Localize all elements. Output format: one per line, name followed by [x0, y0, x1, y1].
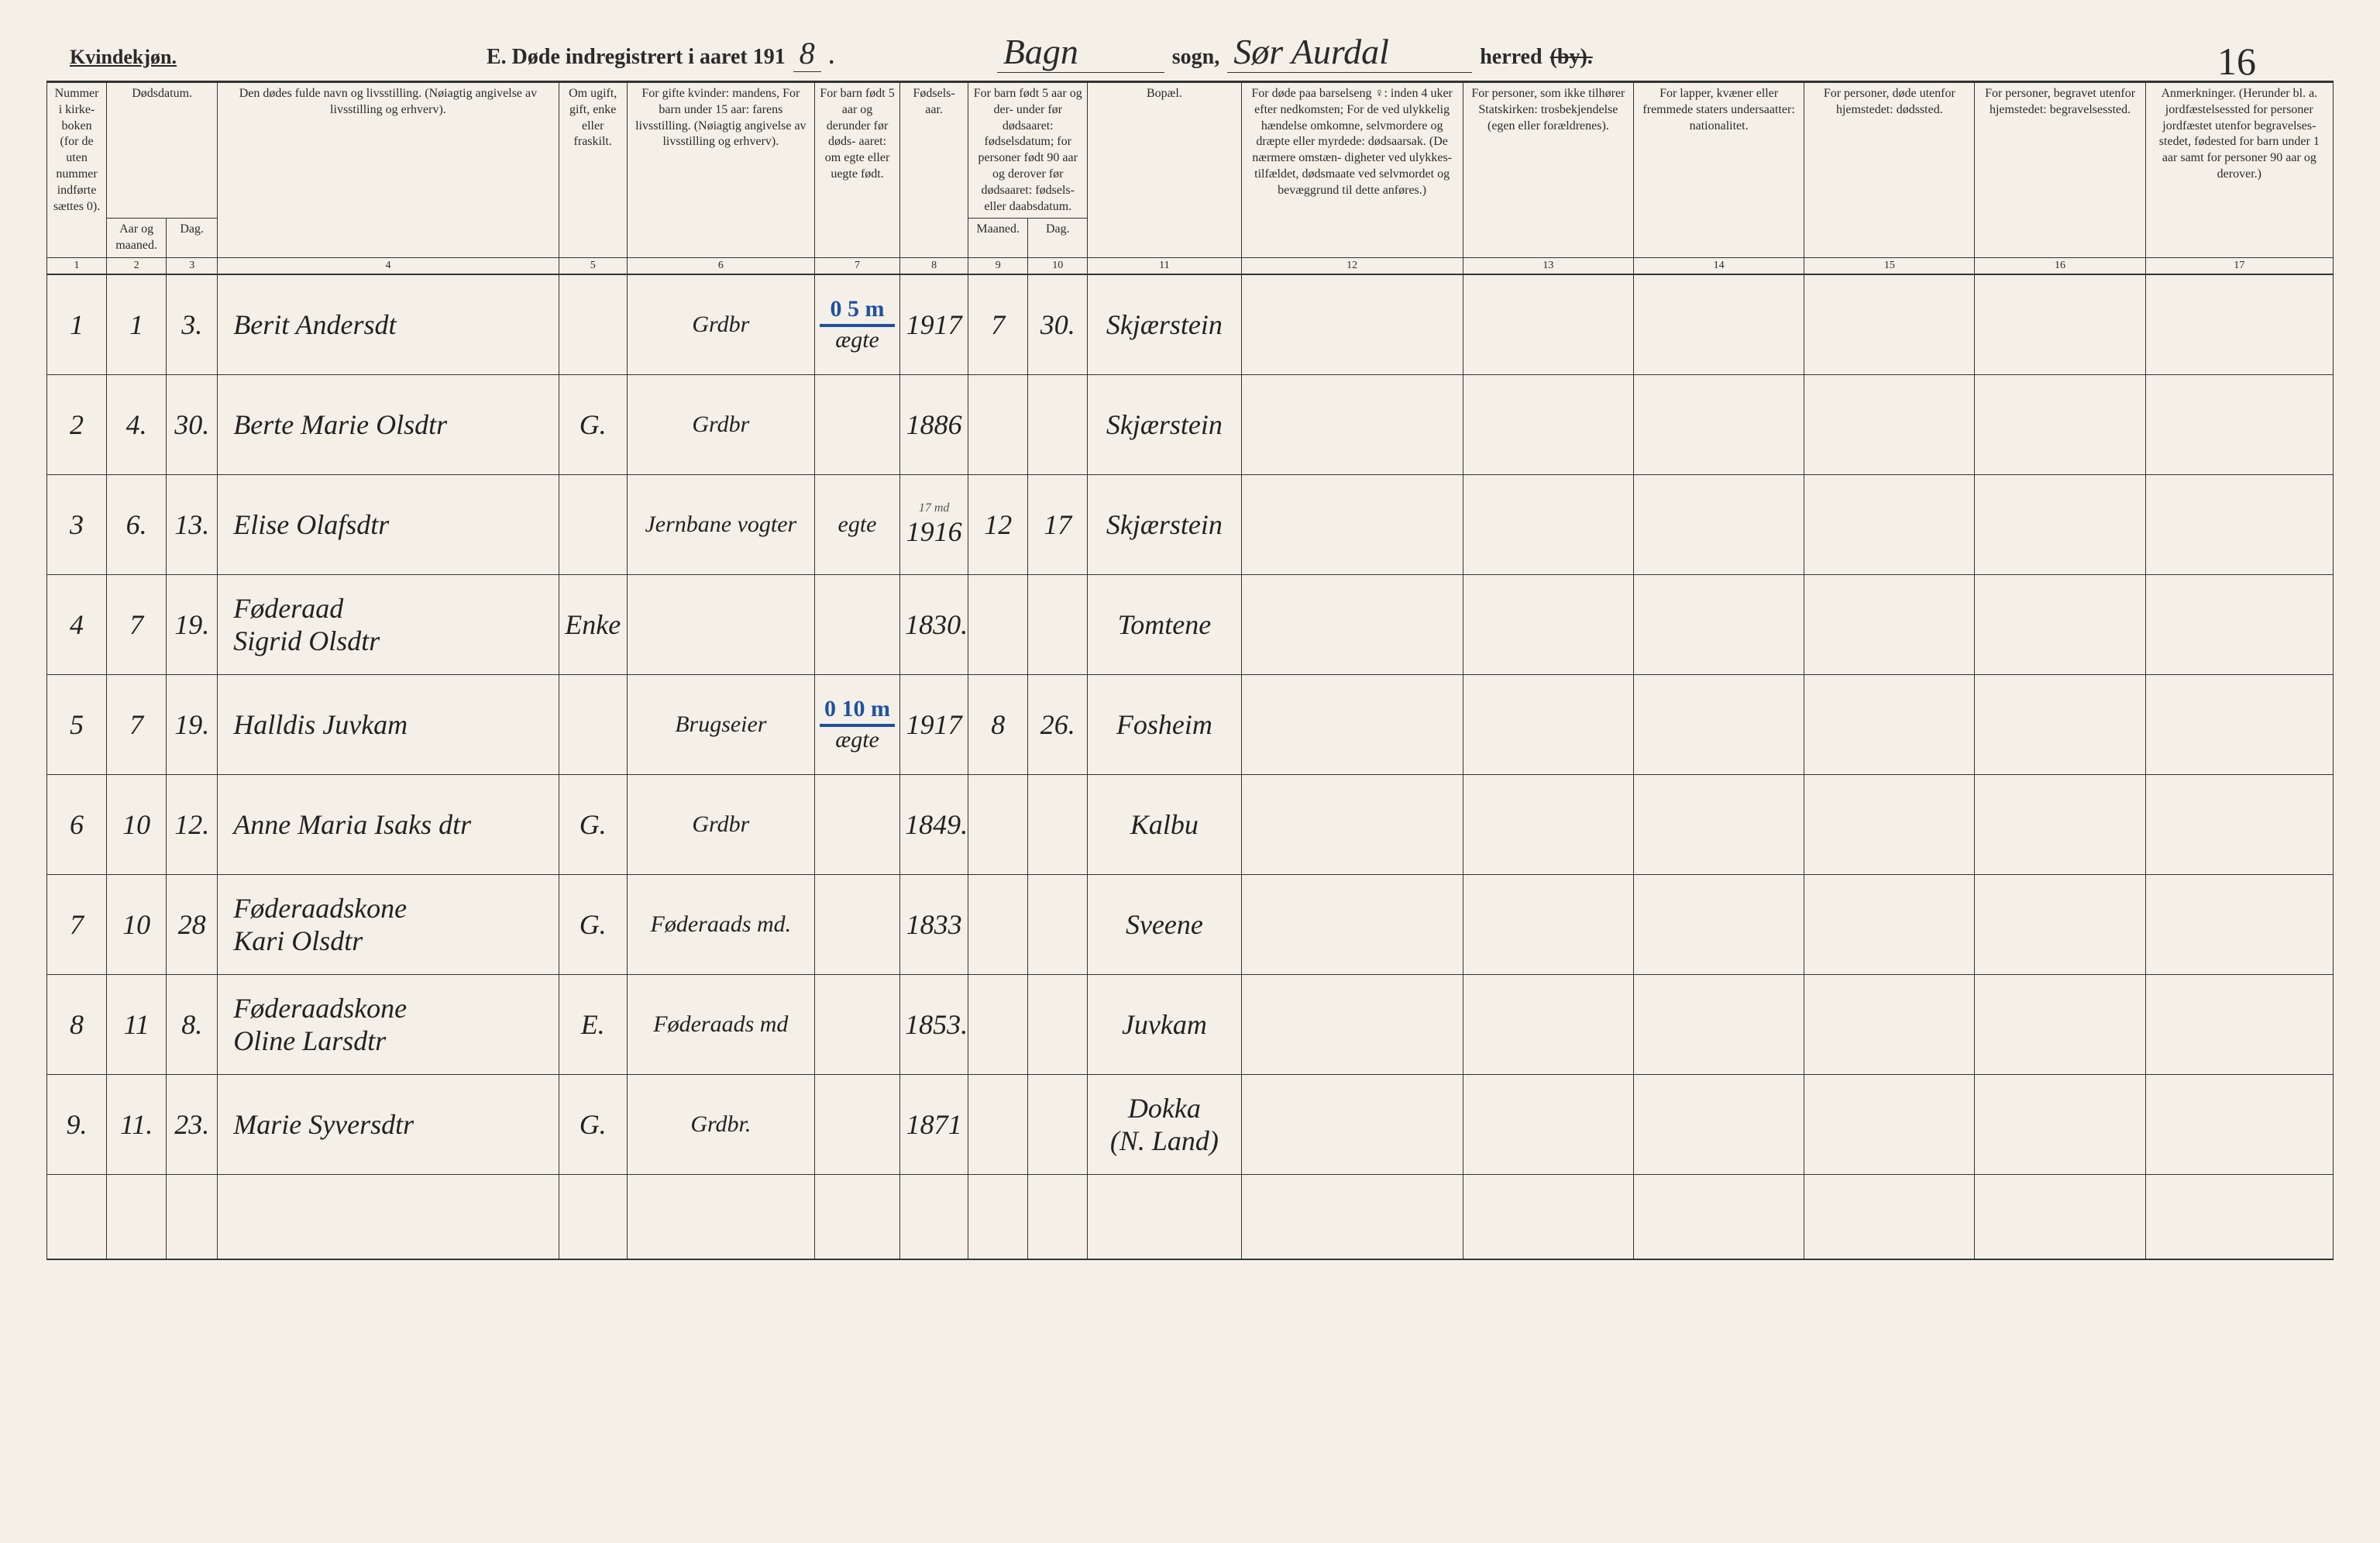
col-header-11: Bopæl. [1088, 83, 1241, 258]
table-row-empty [47, 1174, 2334, 1259]
col-header-12: For døde paa barselseng ♀: inden 4 uker … [1241, 83, 1463, 258]
table-row: 9.11.23.Marie SyversdtrG.Grdbr. 1871Dokk… [47, 1074, 2334, 1174]
table-row: 36.13.Elise OlafsdtrJernbane vogteregte1… [47, 474, 2334, 574]
col-header-1: Nummer i kirke- boken (for de uten numme… [47, 83, 107, 258]
sogn-label: sogn, [1172, 45, 1219, 70]
sogn-value: Bagn [997, 31, 1164, 73]
gender-label: Kvindekjøn. [70, 46, 177, 69]
table-row: 5719.Halldis JuvkamBrugseier0 10 mægte19… [47, 674, 2334, 774]
blue-annotation: 0 5 m [820, 296, 895, 327]
col-header-9-10: For barn født 5 aar og der- under før dø… [968, 83, 1088, 219]
herred-value: Sør Aurdal [1227, 31, 1472, 73]
table-row: 24.30.Berte Marie OlsdtrG.Grdbr 1886Skjæ… [47, 374, 2334, 474]
title-prefix: E. Døde indregistrert i aaret 191 [487, 45, 786, 70]
table-row: 113.Berit AndersdtGrdbr0 5 mægte1917730.… [47, 274, 2334, 375]
col-header-6: For gifte kvinder: mandens, For barn und… [627, 83, 814, 258]
col-header-5: Om ugift, gift, enke eller fraskilt. [559, 83, 627, 258]
col-header-dodsdatum: Dødsdatum. [107, 83, 218, 219]
table-row: 8118.FøderaadskoneOline LarsdtrE.Føderaa… [47, 974, 2334, 1074]
col-header-13: For personer, som ikke tilhører Statskir… [1463, 83, 1633, 258]
blue-annotation: 0 10 m [820, 696, 895, 727]
col-header-9: Maaned. [968, 219, 1028, 258]
col-header-15: For personer, døde utenfor hjemstedet: d… [1804, 83, 1975, 258]
col-header-2: Aar og maaned. [107, 219, 167, 258]
year-digit: 8 [793, 35, 821, 72]
table-body: 113.Berit AndersdtGrdbr0 5 mægte1917730.… [47, 274, 2334, 1259]
page-number: 16 [2217, 39, 2256, 84]
col-header-10: Dag. [1028, 219, 1088, 258]
col-header-4: Den dødes fulde navn og livsstilling. (N… [218, 83, 559, 258]
herred-strike: (by). [1550, 45, 1593, 70]
table-row: 61012.Anne Maria Isaks dtrG.Grdbr 1849.K… [47, 774, 2334, 874]
table-header: Nummer i kirke- boken (for de uten numme… [47, 83, 2334, 274]
table-row: 71028FøderaadskoneKari OlsdtrG.Føderaads… [47, 874, 2334, 974]
col-header-8: Fødsels- aar. [900, 83, 968, 258]
col-header-16: For personer, begravet utenfor hjemstede… [1975, 83, 2145, 258]
page-header: Kvindekjøn. E. Døde indregistrert i aare… [46, 31, 2334, 82]
herred-label: herred [1480, 45, 1542, 70]
register-table: Nummer i kirke- boken (for de uten numme… [46, 82, 2334, 1260]
table-row: 4719.FøderaadSigrid OlsdtrEnke 1830.Tomt… [47, 574, 2334, 674]
col-header-17: Anmerkninger. (Herunder bl. a. jordfæste… [2145, 83, 2333, 258]
register-page: 16 Kvindekjøn. E. Døde indregistrert i a… [46, 31, 2334, 1512]
col-header-14: For lapper, kvæner eller fremmede stater… [1634, 83, 1804, 258]
col-header-3: Dag. [167, 219, 218, 258]
column-number-row: 1 2 3 4 5 6 7 8 9 10 11 12 13 14 15 16 1… [47, 257, 2334, 274]
col-header-7: For barn født 5 aar og derunder før døds… [814, 83, 899, 258]
